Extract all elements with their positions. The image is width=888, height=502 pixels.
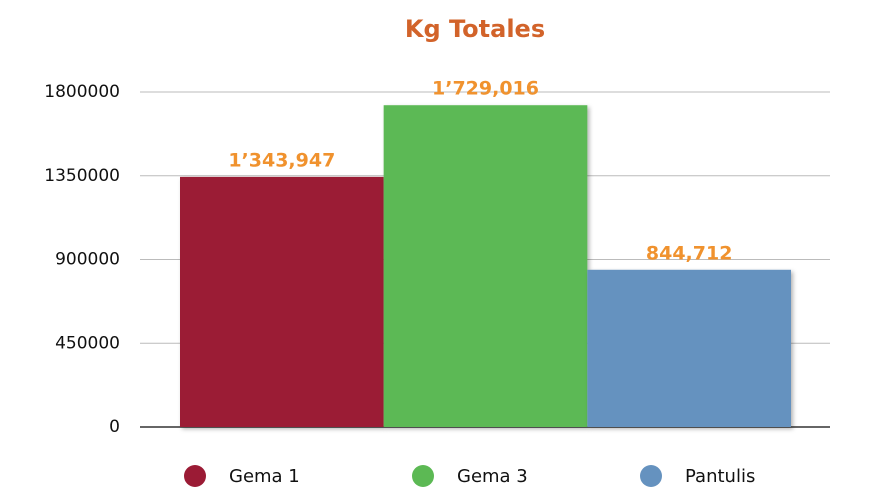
- bar: [587, 269, 791, 427]
- y-tick-label: 0: [109, 417, 120, 437]
- legend-swatch: [640, 465, 662, 487]
- bar: [383, 105, 588, 428]
- legend-label: Gema 3: [457, 466, 528, 487]
- value-label: 1’729,016: [432, 78, 539, 100]
- legend-swatch: [412, 465, 434, 487]
- value-label: 844,712: [646, 242, 733, 264]
- y-tick-label: 450000: [55, 333, 120, 353]
- value-label: 1’343,947: [228, 149, 335, 171]
- chart-title: Kg Totales: [405, 15, 545, 43]
- bar: [180, 176, 384, 427]
- legend-label: Pantulis: [685, 466, 755, 487]
- y-tick-label: 1800000: [44, 82, 120, 102]
- legend-label: Gema 1: [229, 466, 300, 487]
- y-tick-label: 900000: [55, 250, 120, 270]
- legend-swatch: [184, 465, 206, 487]
- y-tick-label: 1350000: [44, 166, 120, 186]
